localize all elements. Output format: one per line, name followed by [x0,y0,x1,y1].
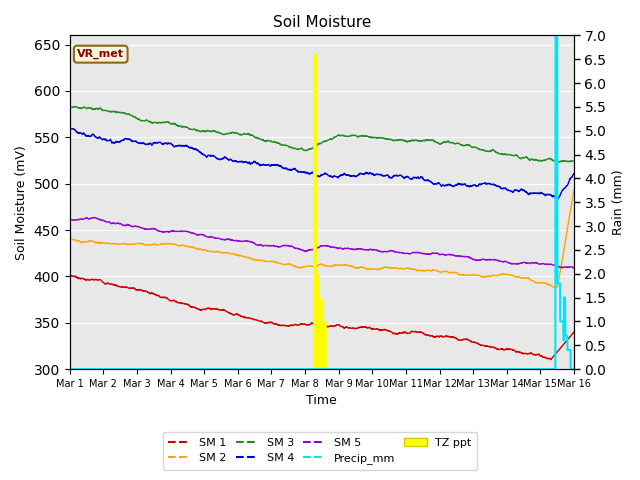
SM 1 [66,272,74,278]
Precip_mm [570,366,578,372]
SM 5 [540,261,547,267]
SM 3 [526,157,534,163]
SM 1 [207,306,214,312]
SM 4 [66,127,74,132]
SM 3 [556,159,564,165]
Precip_mm [347,366,355,372]
Line: Precip_mm: Precip_mm [70,36,574,369]
Precip_mm [336,366,344,372]
SM 4 [207,152,214,158]
SM 3 [66,104,74,110]
SM 2 [468,272,476,278]
SM 3 [570,158,578,164]
SM 2 [336,262,344,268]
SM 5 [90,215,98,220]
X-axis label: Time: Time [307,395,337,408]
SM 1 [570,329,578,335]
SM 5 [468,256,476,262]
SM 2 [347,264,355,269]
SM 5 [348,246,355,252]
Line: SM 1: SM 1 [70,275,574,360]
SM 4 [337,173,344,179]
SM 1 [540,354,547,360]
SM 4 [67,126,75,132]
Y-axis label: Soil Moisture (mV): Soil Moisture (mV) [15,145,28,260]
Precip_mm [540,366,547,372]
SM 4 [570,171,578,177]
SM 1 [336,323,344,329]
SM 3 [468,144,476,150]
SM 3 [207,129,214,134]
SM 2 [540,280,547,286]
Legend: SM 1, SM 2, SM 3, SM 4, SM 5, Precip_mm, TZ ppt: SM 1, SM 2, SM 3, SM 4, SM 5, Precip_mm,… [163,432,477,469]
SM 5 [570,265,578,271]
Line: SM 4: SM 4 [70,129,574,199]
SM 4 [468,183,476,189]
SM 1 [347,325,355,331]
SM 5 [207,234,214,240]
Line: SM 5: SM 5 [70,217,574,268]
SM 4 [348,173,355,179]
SM 2 [525,276,533,282]
Text: VR_met: VR_met [77,49,124,60]
SM 1 [525,351,533,357]
Precip_mm [552,33,559,38]
Precip_mm [66,366,74,372]
SM 3 [72,104,79,109]
SM 3 [348,132,355,138]
SM 5 [526,260,534,266]
Precip_mm [468,366,476,372]
SM 3 [540,157,547,163]
SM 3 [337,132,344,138]
SM 2 [570,187,578,193]
Title: Soil Moisture: Soil Moisture [273,15,371,30]
SM 2 [207,249,214,254]
Line: SM 3: SM 3 [70,107,574,162]
Precip_mm [207,366,214,372]
SM 5 [66,216,74,222]
SM 2 [551,285,559,290]
SM 4 [540,191,547,197]
SM 4 [526,191,534,196]
SM 2 [66,236,74,242]
Precip_mm [525,366,533,372]
SM 1 [547,357,554,362]
Line: SM 2: SM 2 [70,190,574,288]
SM 5 [337,245,344,251]
SM 4 [553,196,561,202]
SM 1 [468,339,476,345]
Y-axis label: Rain (mm): Rain (mm) [612,169,625,235]
